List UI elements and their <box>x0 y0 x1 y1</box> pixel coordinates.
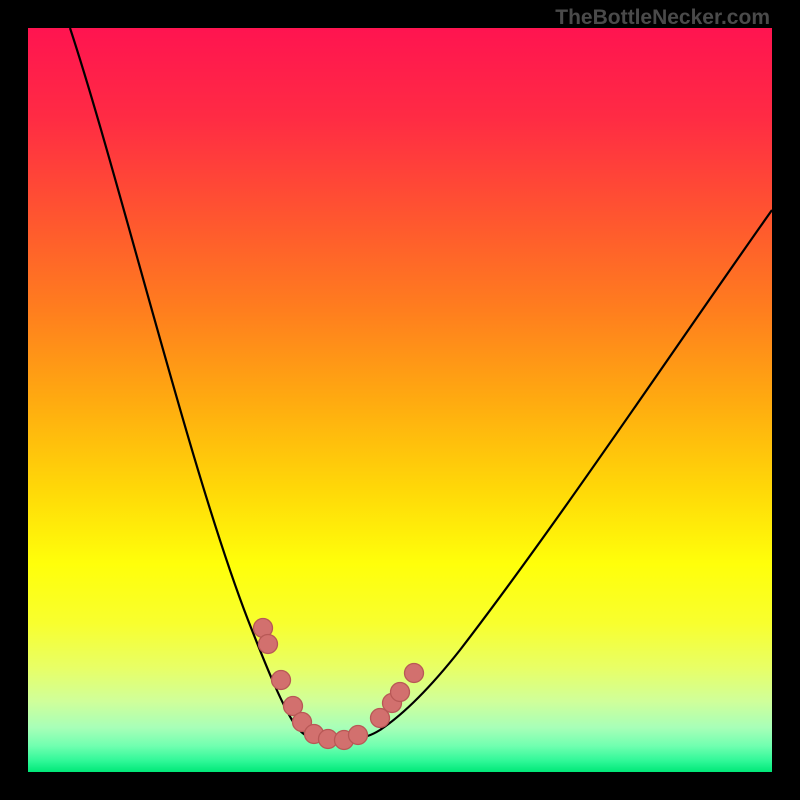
marker-dot <box>293 713 312 732</box>
marker-dot <box>284 697 303 716</box>
marker-dot <box>383 694 402 713</box>
marker-dot <box>335 731 354 750</box>
marker-dot <box>272 671 291 690</box>
marker-dot <box>349 726 368 745</box>
marker-dot <box>405 664 424 683</box>
marker-dot <box>391 683 410 702</box>
curve-left-branch <box>70 28 312 738</box>
marker-group <box>254 619 424 750</box>
watermark-text: TheBottleNecker.com <box>555 6 770 30</box>
marker-dot <box>254 619 273 638</box>
curve-overlay <box>28 28 772 772</box>
curve-group <box>70 28 772 740</box>
marker-dot <box>305 725 324 744</box>
curve-bottom <box>312 738 356 740</box>
marker-dot <box>371 709 390 728</box>
marker-dot <box>259 635 278 654</box>
marker-dot <box>319 730 338 749</box>
curve-right-branch <box>356 210 772 738</box>
plot-area <box>28 28 772 772</box>
